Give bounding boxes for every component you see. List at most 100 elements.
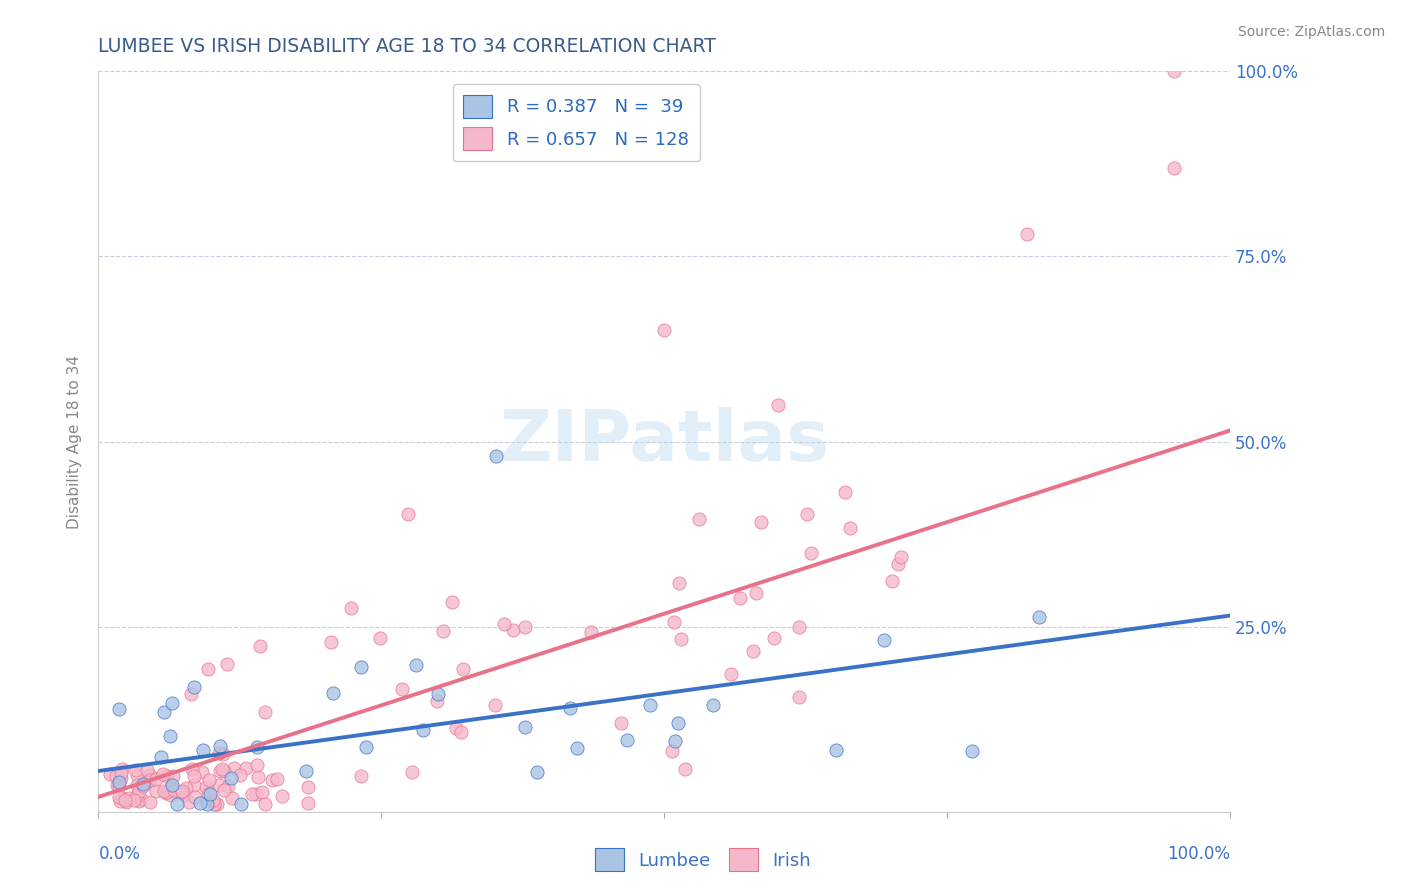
Point [179,795,201,809]
Point [1163,161,1185,175]
Point [742,644,765,658]
Point [145,772,167,787]
Point [401,765,423,780]
Point [229,768,252,782]
Point [107,701,129,715]
Point [405,658,427,673]
Point [209,764,232,778]
Point [108,774,131,789]
Point [114,793,136,807]
Point [661,743,683,757]
Point [1028,610,1050,624]
Point [231,797,253,812]
Point [197,662,219,676]
Point [565,741,588,756]
Point [125,768,148,782]
Point [169,785,191,799]
Point [127,788,149,802]
Point [204,797,226,812]
Point [155,786,177,800]
Point [1015,227,1038,242]
Point [207,797,229,812]
Point [662,615,685,629]
Point [484,698,506,712]
Point [266,772,288,787]
Point [432,624,454,638]
Point [887,557,910,571]
Point [297,780,319,794]
Point [132,780,155,794]
Point [128,784,150,798]
Point [212,764,235,778]
Point [110,766,132,780]
Point [396,507,419,521]
Point [110,772,132,786]
Point [960,744,983,758]
Point [745,585,768,599]
Point [183,769,205,783]
Legend: R = 0.387   N =  39, R = 0.657   N = 128: R = 0.387 N = 39, R = 0.657 N = 128 [453,84,700,161]
Point [111,762,134,776]
Point [131,792,153,806]
Legend: Lumbee, Irish: Lumbee, Irish [588,841,818,879]
Point [124,793,146,807]
Point [824,743,846,757]
Point [787,690,810,704]
Point [221,771,243,785]
Point [159,729,181,743]
Point [211,762,233,776]
Text: Source: ZipAtlas.com: Source: ZipAtlas.com [1237,25,1385,39]
Point [181,762,204,776]
Point [198,788,221,802]
Point [247,770,270,784]
Point [209,739,232,754]
Point [110,794,132,808]
Point [197,787,219,801]
Point [105,769,128,783]
Point [105,778,128,792]
Point [153,706,176,720]
Point [526,765,548,780]
Point [652,324,676,338]
Point [217,657,239,672]
Point [183,778,205,792]
Point [212,747,235,762]
Point [669,632,692,647]
Point [453,662,475,676]
Text: ZIPatlas: ZIPatlas [499,407,830,476]
Point [152,767,174,781]
Point [128,794,150,808]
Point [240,787,263,801]
Point [156,785,179,799]
Point [184,790,207,805]
Point [221,791,243,805]
Point [502,623,524,637]
Point [427,688,450,702]
Point [245,787,267,801]
Point [159,789,181,803]
Point [156,769,179,783]
Point [183,680,205,694]
Point [166,797,188,812]
Point [610,716,633,731]
Point [108,780,131,794]
Point [391,682,413,697]
Point [98,767,121,781]
Point [800,545,823,559]
Point [890,549,912,564]
Point [188,797,211,811]
Point [295,764,318,778]
Point [297,797,319,811]
Point [246,757,269,772]
Point [664,733,686,747]
Point [350,769,373,783]
Point [440,595,463,609]
Point [702,698,724,713]
Y-axis label: Disability Age 18 to 34: Disability Age 18 to 34 [67,354,83,529]
Point [515,720,537,734]
Point [271,789,294,803]
Point [688,511,710,525]
Point [749,516,772,530]
Point [193,743,215,757]
Point [880,574,903,588]
